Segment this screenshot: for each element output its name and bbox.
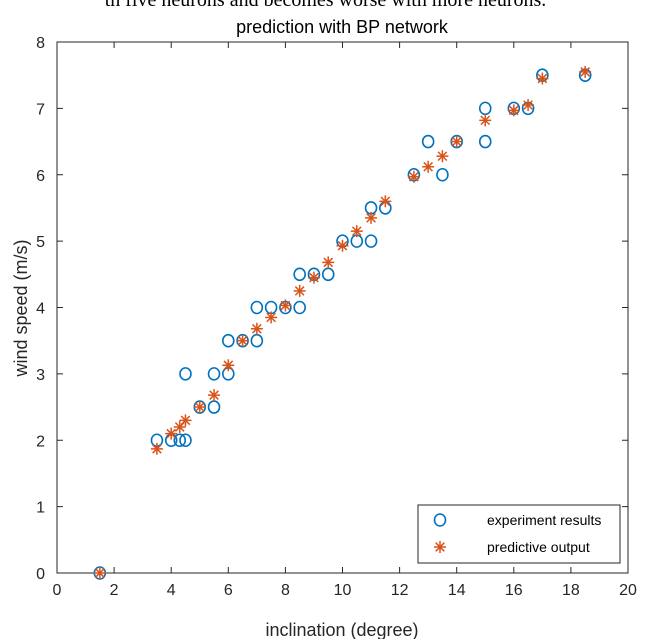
plot-box: [56, 41, 629, 574]
data-point-circle: [250, 333, 264, 348]
legend-label: predictive output: [487, 539, 590, 555]
x-tick-label: 18: [562, 582, 580, 599]
data-point-circle: [207, 367, 221, 381]
y-tick-label: 0: [36, 566, 45, 583]
data-point-asterisk: [522, 99, 535, 112]
legend-label: experiment results: [487, 512, 601, 528]
data-point-circle: [478, 134, 492, 149]
data-point-asterisk: [236, 334, 249, 347]
data-point-asterisk: [407, 170, 420, 183]
data-point-asterisk: [422, 160, 435, 173]
chart-title: prediction with BP network: [236, 17, 449, 37]
data-point-asterisk: [536, 72, 549, 85]
data-point-asterisk: [450, 135, 463, 148]
data-point-asterisk: [307, 271, 320, 284]
data-point-asterisk: [350, 225, 363, 238]
data-point-asterisk: [479, 114, 492, 127]
data-point-asterisk: [222, 359, 235, 372]
x-tick-label: 10: [334, 582, 352, 599]
data-point-asterisk: [265, 311, 278, 324]
data-point-asterisk: [208, 389, 221, 402]
data-point-circle: [179, 367, 192, 381]
y-tick-label: 5: [36, 234, 45, 251]
data-point-circle: [478, 101, 492, 116]
data-point-asterisk: [165, 427, 178, 440]
data-point-asterisk: [365, 211, 378, 224]
data-point-asterisk: [507, 104, 520, 117]
legend-marker-asterisk: [434, 541, 446, 553]
data-point-asterisk: [193, 401, 206, 414]
y-tick-label: 7: [36, 101, 45, 118]
data-point-asterisk: [436, 150, 449, 163]
x-tick-label: 6: [224, 582, 233, 599]
data-point-asterisk: [93, 567, 106, 579]
x-tick-label: 14: [448, 582, 466, 599]
x-tick-label: 0: [53, 582, 62, 599]
x-tick-label: 4: [167, 582, 176, 599]
x-tick-label: 16: [505, 582, 523, 599]
data-point-circle: [250, 300, 264, 315]
data-point-asterisk: [293, 284, 306, 297]
data-point-asterisk: [379, 195, 392, 208]
data-marks: [93, 65, 592, 580]
data-point-asterisk: [279, 299, 292, 312]
data-point-asterisk: [150, 442, 163, 455]
y-tick-label: 8: [36, 35, 45, 52]
y-tick-label: 1: [36, 500, 45, 517]
y-tick-label: 4: [36, 301, 45, 318]
data-point-circle: [293, 267, 306, 282]
x-tick-label: 2: [110, 582, 119, 599]
data-point-circle: [364, 234, 378, 248]
data-point-circle: [293, 300, 306, 315]
data-point-circle: [222, 333, 235, 348]
data-point-circle: [436, 167, 449, 182]
page-caption-fragment: th five neurons and becomes worse with m…: [104, 0, 547, 11]
y-tick-label: 2: [36, 433, 45, 450]
legend-box: [417, 504, 621, 564]
data-point-circle: [173, 433, 187, 448]
data-point-asterisk: [579, 65, 592, 78]
data-point-asterisk: [336, 239, 349, 252]
x-axis-label: inclination (degree): [265, 620, 418, 639]
data-point-circle: [179, 433, 192, 448]
data-point-circle: [421, 134, 435, 149]
y-tick-label: 3: [36, 367, 45, 384]
data-point-circle: [207, 400, 221, 414]
series-1: [93, 68, 592, 580]
data-point-asterisk: [179, 414, 192, 427]
legend: experiment results predictive output: [417, 504, 621, 564]
y-tick-label: 6: [36, 168, 45, 185]
data-point-asterisk: [250, 322, 263, 335]
data-point-asterisk: [322, 256, 335, 269]
x-tick-label: 12: [391, 582, 409, 599]
x-tick-label: 20: [619, 582, 637, 599]
data-point-circle: [321, 267, 335, 282]
y-axis-label: wind speed (m/s): [11, 239, 31, 377]
x-tick-label: 8: [281, 582, 290, 599]
legend-marker-circle: [433, 513, 447, 527]
series-2: [93, 65, 592, 579]
